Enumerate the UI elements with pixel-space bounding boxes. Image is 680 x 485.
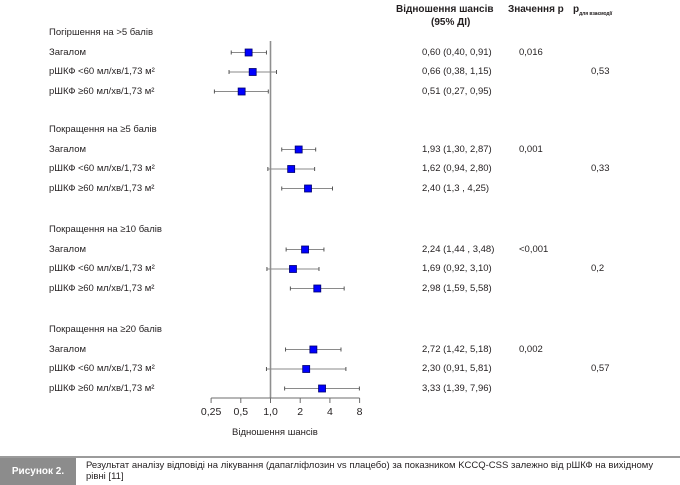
row-label: рШКФ <60 мл/хв/1,73 м² [49,163,155,174]
p-value-column-header: Значення p [508,4,564,15]
or-header-line1: Відношення шансів [396,4,494,15]
row-label: рШКФ ≥60 мл/хв/1,73 м² [49,182,155,194]
x-tick-label: 0,25 [201,406,222,418]
odds-ratio-marker [304,184,312,193]
odds-ratio-marker [313,284,322,293]
or-ci-header: (95% ДІ) [431,16,470,29]
x-tick-label: 4 [327,406,333,418]
or-ci-value: 2,30 (0,91, 5,81) [422,363,492,374]
row-label: Загалом [49,243,87,255]
or-ci-value: 1,62 (0,94, 2,80) [422,163,492,174]
x-tick-label: 2 [297,406,303,418]
row-label: рШКФ ≥60 мл/хв/1,73 м² [49,282,155,294]
or-ci-value: 0,60 (0,40, 0,91) [422,46,492,58]
group-title: Погіршення на >5 балів [49,27,153,38]
row-label: рШКФ ≥60 мл/хв/1,73 м² [49,382,155,394]
or-ci-value: 3,33 (1,39, 7,96) [422,382,492,394]
figure-caption: Результат аналізу відповіді на лікування… [86,460,654,482]
group-title: Покращення на ≥20 балів [49,324,162,335]
or-ci-value: 2,72 (1,42, 5,18) [422,343,492,355]
odds-ratio-marker [244,48,253,57]
odds-ratio-marker [289,265,297,273]
odds-ratio-marker [287,165,296,173]
x-tick-label: 1,0 [263,406,278,418]
or-ci-value: 2,40 (1,3 , 4,25) [422,182,490,194]
p-value: 0,001 [519,143,543,155]
odds-ratio-marker [302,365,311,373]
p-interaction-value: 0,53 [591,66,610,77]
p-interaction-main: р [573,4,580,15]
x-tick-label: 8 [357,406,363,418]
caption-divider [0,456,680,458]
or-ci-value: 2,24 (1,44 , 3,48) [422,243,495,255]
odds-ratio-marker [248,68,257,76]
row-label: Загалом [49,143,87,155]
or-header-line2: (95% ДІ) [431,17,471,28]
p-interaction-subscript: для взаємодії [579,11,613,17]
row-label: рШКФ <60 мл/хв/1,73 м² [49,263,155,274]
p-value: <0,001 [519,243,549,255]
or-ci-value: 0,66 (0,38, 1,15) [422,66,492,77]
p-interaction-value: 0,2 [591,263,605,274]
odds-ratio-marker [318,384,326,393]
p-value: 0,016 [519,46,543,58]
x-axis-label: Відношення шансів [232,427,318,438]
odds-ratio-marker [294,145,303,154]
or-ci-value: 1,93 (1,30, 2,87) [422,143,492,155]
row-label: рШКФ <60 мл/хв/1,73 м² [49,66,155,77]
forest-plot: 0,25 0,5 1,0 2 4 8 [201,41,363,418]
p-interaction-value: 0,57 [591,363,610,374]
or-ci-value: 0,51 (0,27, 0,95) [422,85,492,97]
p-interaction-column-header: рдля взаємодії [573,3,612,21]
or-column-header: Відношення шансів [396,3,494,16]
row-label: Загалом [49,46,87,58]
group-title: Покращення на ≥5 балів [49,124,157,135]
row-label: рШКФ <60 мл/хв/1,73 м² [49,363,155,374]
odds-ratio-marker [301,245,309,254]
or-ci-value: 2,98 (1,59, 5,58) [422,282,492,294]
figure-number: Рисунок 2. [0,458,76,485]
row-label: Загалом [49,343,87,355]
odds-ratio-marker [309,345,318,354]
row-label: рШКФ ≥60 мл/хв/1,73 м² [49,85,155,97]
x-tick-label: 0,5 [233,406,248,418]
odds-ratio-marker [237,87,246,96]
group-title: Покращення на ≥10 балів [49,224,162,235]
or-ci-value: 1,69 (0,92, 3,10) [422,263,492,274]
p-interaction-value: 0,33 [591,163,610,174]
p-value: 0,002 [519,343,543,355]
